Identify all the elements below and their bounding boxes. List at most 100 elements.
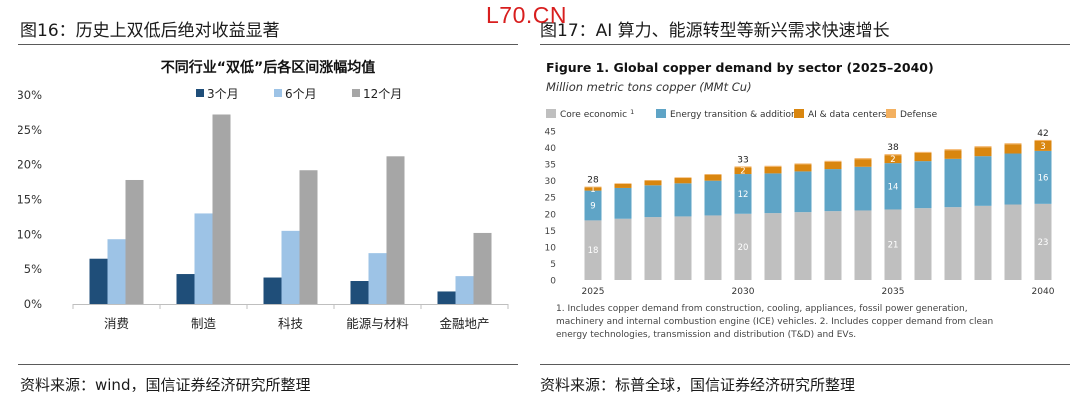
bar-segment-2033-1 — [824, 211, 842, 280]
bar-segment-2039-4 — [1004, 143, 1022, 145]
bar-segment-2035-1 — [884, 209, 902, 280]
bar-segment-2037-3 — [944, 150, 962, 159]
y-tick-label: 25 — [545, 194, 556, 204]
left-top-rule — [18, 44, 518, 45]
left-chart-legend: 3个月 6个月 12个月 — [196, 87, 402, 101]
right-top-rule — [540, 44, 1070, 45]
y-tick-label: 15 — [545, 227, 556, 237]
x-tick-label: 2040 — [1032, 287, 1055, 297]
bar-segment-2032-1 — [794, 212, 812, 280]
right-x-axis: 2025 2030 2035 2040 — [582, 287, 1055, 297]
bar-3个月-消费 — [89, 258, 108, 304]
left-chart-area: 不同行业“双低”后各区间涨幅均值 3个月 6个月 12个月 0% 5% 10% 15% 20… — [16, 55, 518, 340]
y-tick-label: 5% — [24, 262, 42, 276]
bar-12个月-消费 — [125, 179, 144, 304]
bar-6个月-科技 — [281, 230, 300, 304]
y-tick-label: 0 — [550, 277, 556, 287]
bar-segment-2034-2 — [854, 166, 872, 211]
left-figure-title: 图16：历史上双低后绝对收益显著 — [20, 21, 280, 41]
x-category-label: 金融地产 — [439, 316, 489, 331]
x-category-label: 能源与材料 — [346, 316, 409, 331]
bar-segment-2037-1 — [944, 207, 962, 280]
left-bottom-rule — [18, 364, 518, 365]
left-figure-panel: 图16：历史上双低后绝对收益显著 不同行业“双低”后各区间涨幅均值 3个月 6个月… — [0, 0, 532, 408]
bar-3个月-能源与材料 — [350, 281, 369, 304]
bar-segment-2030-3 — [734, 167, 752, 175]
bar-segment-2034-1 — [854, 210, 872, 280]
left-source-note: 资料来源：wind，国信证券经济研究所整理 — [20, 376, 311, 394]
bar-segment-2027-1 — [644, 217, 662, 280]
bar-segment-2037-2 — [944, 158, 962, 208]
bar-segment-2025-1 — [584, 220, 602, 280]
bar-segment-2029-2 — [704, 180, 722, 216]
y-tick-label: 35 — [545, 161, 556, 171]
x-category-label: 科技 — [278, 316, 304, 331]
total-label: 28 — [587, 176, 599, 186]
left-chart-title: 不同行业“双低”后各区间涨幅均值 — [161, 59, 375, 76]
segment-label: 18 — [588, 246, 599, 256]
bar-6个月-金融地产 — [455, 276, 474, 304]
segment-label: 14 — [888, 182, 899, 192]
y-tick-label: 20 — [545, 210, 557, 220]
bar-segment-2038-1 — [974, 205, 992, 280]
bar-3个月-科技 — [263, 277, 282, 304]
y-tick-label: 15% — [18, 193, 42, 207]
right-source-note: 资料来源：标普全球，国信证券经济研究所整理 — [540, 376, 856, 394]
bar-segment-2038-4 — [974, 146, 992, 148]
y-tick-label: 5 — [550, 260, 556, 270]
segment-label: 9 — [590, 202, 595, 212]
legend-label-4: Defense — [900, 110, 938, 120]
y-tick-label: 10% — [18, 227, 42, 241]
right-chart-subtitle: Million metric tons copper (MMt Cu) — [546, 80, 752, 94]
bar-segment-2027-4 — [644, 180, 662, 181]
segment-label: 1 — [590, 185, 595, 195]
bar-segment-2034-4 — [854, 158, 872, 160]
bar-segment-2029-4 — [704, 174, 722, 175]
footnote-line-1: 1. Includes copper demand from construct… — [556, 304, 968, 314]
bar-segment-2026-1 — [614, 218, 632, 280]
bar-segment-2031-2 — [764, 173, 782, 214]
footnote-line-2: machinery and internal combustion engine… — [556, 317, 994, 327]
y-tick-label: 45 — [545, 128, 556, 138]
bar-3个月-制造 — [176, 274, 195, 304]
bar-segment-2033-4 — [824, 160, 842, 162]
legend-label-2: 6个月 — [285, 87, 317, 101]
bar-segment-2032-4 — [794, 163, 812, 165]
bar-segment-2027-3 — [644, 180, 662, 186]
bar-6个月-消费 — [107, 239, 126, 304]
bar-12个月-科技 — [299, 170, 318, 304]
bar-segment-2036-1 — [914, 208, 932, 280]
bar-segment-2035-4 — [884, 154, 902, 156]
segment-label: 23 — [1038, 238, 1049, 248]
legend-label-1: Core economic 1 — [560, 108, 634, 120]
legend-swatch-1 — [196, 89, 204, 97]
y-tick-label: 20% — [18, 158, 42, 172]
x-tick-label: 2035 — [882, 287, 905, 297]
right-figure-panel: 图17：AI 算力、能源转型等新兴需求快速增长 Figure 1. Global… — [532, 0, 1080, 408]
bar-segment-2026-2 — [614, 187, 632, 219]
bar-segment-2028-2 — [674, 183, 692, 217]
legend-swatch-2 — [656, 109, 666, 118]
total-label: 42 — [1037, 129, 1048, 139]
legend-swatch-1 — [546, 109, 556, 118]
bar-segment-2030-2 — [734, 174, 752, 214]
bar-segment-2035-3 — [884, 155, 902, 164]
bar-segment-2025-3 — [584, 187, 602, 191]
bar-segment-2040-2 — [1034, 150, 1052, 204]
bar-segment-2035-2 — [884, 163, 902, 210]
bar-segment-2032-2 — [794, 171, 812, 213]
footnote-line-3: energy technologies, transmission and di… — [556, 330, 857, 340]
bar-segment-2033-2 — [824, 169, 842, 212]
bar-segment-2030-1 — [734, 213, 752, 280]
total-label: 38 — [887, 143, 899, 153]
sector-returns-bar-chart: 不同行业“双低”后各区间涨幅均值 3个月 6个月 12个月 0% 5% 10% 15% 20… — [16, 59, 509, 331]
legend-swatch-3 — [352, 89, 360, 97]
bar-segment-2025-4 — [584, 186, 602, 188]
y-tick-label: 30 — [545, 177, 557, 187]
legend-label-2: Energy transition & addition2 — [670, 108, 804, 120]
bar-segment-2031-1 — [764, 213, 782, 280]
segment-label: 12 — [738, 190, 749, 200]
bar-12个月-制造 — [212, 114, 231, 304]
x-category-label: 消费 — [104, 316, 129, 331]
legend-swatch-4 — [886, 109, 896, 118]
